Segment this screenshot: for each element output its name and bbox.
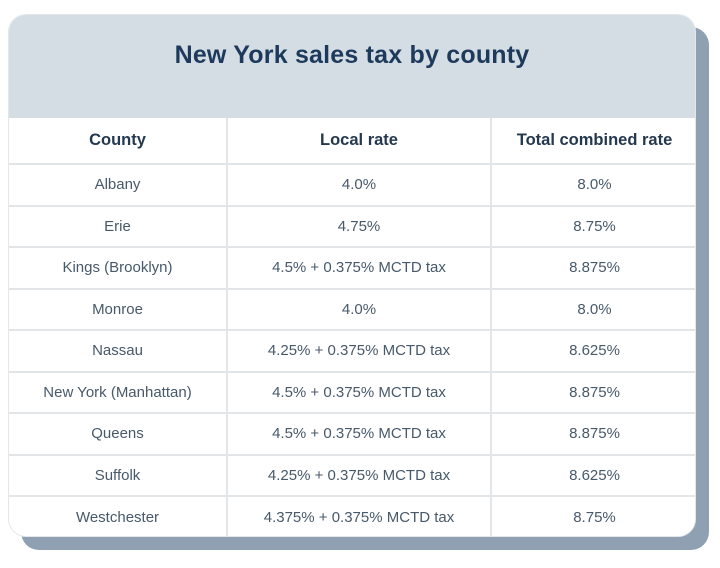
table-cell: 4.25% + 0.375% MCTD tax xyxy=(226,454,491,497)
table-cell: 8.75% xyxy=(490,205,695,248)
table-cell: 4.375% + 0.375% MCTD tax xyxy=(226,496,491,536)
table-cell: 8.625% xyxy=(490,454,695,497)
table-body: Albany 4.0% 8.0% Erie 4.75% 8.75% Kings (Brook… xyxy=(9,164,695,536)
table-row: New York (Manhattan) 4.5% + 0.375% MCTD t… xyxy=(9,371,695,414)
table-cell: 4.5% + 0.375% MCTD tax xyxy=(226,247,491,290)
table-cell: 4.25% + 0.375% MCTD tax xyxy=(226,330,491,373)
table-cell: Monroe xyxy=(9,288,227,331)
table-cell: 4.75% xyxy=(226,205,491,248)
table-cell: Suffolk xyxy=(9,454,227,497)
table-cell: 8.875% xyxy=(490,413,695,456)
table-cell: 4.0% xyxy=(226,164,491,207)
table-cell: Kings (Brooklyn) xyxy=(9,247,227,290)
table-cell: 8.0% xyxy=(490,164,695,207)
table-row: Westchester 4.375% + 0.375% MCTD tax 8.75% xyxy=(9,496,695,536)
table-cell: Nassau xyxy=(9,330,227,373)
table-cell: 8.875% xyxy=(490,371,695,414)
sales-tax-card: New York sales tax by county County Loca… xyxy=(8,14,696,537)
table-cell: Erie xyxy=(9,205,227,248)
table-row: Suffolk 4.25% + 0.375% MCTD tax 8.625% xyxy=(9,454,695,497)
table-cell: Queens xyxy=(9,413,227,456)
column-header-total-combined-rate: Total combined rate xyxy=(490,118,695,165)
table-row: Queens 4.5% + 0.375% MCTD tax 8.875% xyxy=(9,413,695,456)
table-cell: Westchester xyxy=(75,508,160,526)
sales-tax-table: County Local rate Total combined rate Al… xyxy=(9,118,695,536)
table-cell: 4.0% xyxy=(226,288,491,331)
table-cell: 8.625% xyxy=(490,330,695,373)
table-cell: 4.5% + 0.375% MCTD tax xyxy=(226,413,491,456)
table-cell: Albany xyxy=(9,164,227,207)
table-row: Monroe 4.0% 8.0% xyxy=(9,288,695,331)
table-cell: 8.875% xyxy=(490,247,695,290)
table-row: Albany 4.0% 8.0% xyxy=(9,164,695,207)
table-header-row: County Local rate Total combined rate xyxy=(9,118,695,165)
table-cell: 4.5% + 0.375% MCTD tax xyxy=(226,371,491,414)
table-cell: 8.0% xyxy=(490,288,695,331)
column-header-county: County xyxy=(9,118,227,165)
table-cell: 8.75% xyxy=(490,496,695,536)
table-row: Nassau 4.25% + 0.375% MCTD tax 8.625% xyxy=(9,330,695,373)
table-row: Kings (Brooklyn) 4.5% + 0.375% MCTD tax 8.… xyxy=(9,247,695,290)
column-header-local-rate: Local rate xyxy=(226,118,491,165)
page-title: New York sales tax by county xyxy=(174,41,530,69)
table-row: Erie 4.75% 8.75% xyxy=(9,205,695,248)
table-cell: New York (Manhattan) xyxy=(9,371,227,414)
card-header-band: New York sales tax by county xyxy=(9,15,695,118)
